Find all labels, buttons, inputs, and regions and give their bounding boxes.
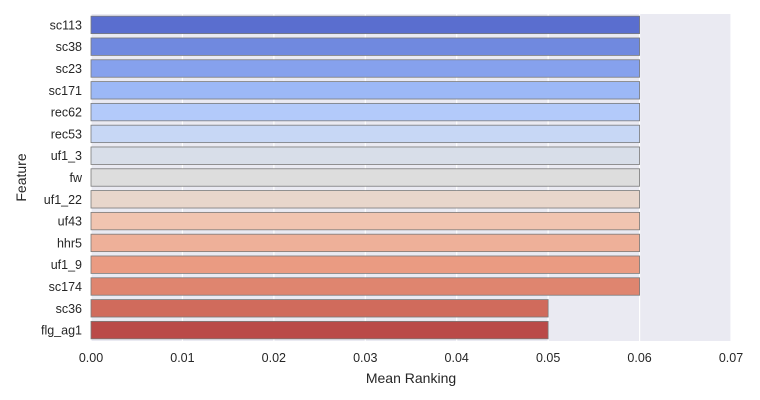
bar-sc171 [90, 81, 640, 100]
bar-fw [90, 168, 640, 187]
bar-sc113 [90, 15, 640, 35]
y-tick-label: hhr5 [57, 236, 82, 250]
bar-uf1_3 [90, 146, 640, 165]
y-tick-label: sc38 [56, 40, 82, 54]
y-tick-label: rec62 [51, 106, 82, 120]
bar-sc36 [90, 299, 549, 318]
y-tick-label: uf1_22 [44, 193, 82, 207]
bars [90, 15, 640, 340]
bar-sc174 [90, 277, 640, 296]
x-tick-label: 0.01 [170, 351, 194, 365]
y-tick-label: uf43 [58, 215, 82, 229]
bar-rec53 [90, 124, 640, 144]
x-tick-label: 0.00 [79, 351, 103, 365]
x-axis-label: Mean Ranking [366, 370, 456, 386]
y-tick-label: uf1_3 [51, 149, 82, 163]
y-tick-label: sc23 [56, 62, 82, 76]
x-tick-labels: 0.00 0.01 0.02 0.03 0.04 0.05 0.06 0.07 [79, 351, 743, 365]
y-tick-label: flg_ag1 [41, 324, 82, 338]
y-tick-label: sc174 [49, 280, 82, 294]
bar-uf43 [90, 211, 640, 231]
y-tick-label: fw [70, 171, 83, 185]
y-tick-label: uf1_9 [51, 258, 82, 272]
bar-flg_ag1 [90, 320, 549, 340]
y-tick-label: rec53 [51, 127, 82, 141]
y-axis-label: Feature [13, 153, 29, 201]
x-tick-label: 0.04 [445, 351, 469, 365]
x-tick-label: 0.03 [353, 351, 377, 365]
bar-rec62 [90, 102, 640, 122]
y-tick-label: sc36 [56, 302, 82, 316]
bar-hhr5 [90, 233, 640, 253]
x-tick-label: 0.06 [627, 351, 651, 365]
bar-uf1_9 [90, 255, 640, 274]
y-tick-label: sc113 [50, 18, 82, 32]
bar-sc38 [90, 37, 640, 56]
x-tick-label: 0.02 [262, 351, 286, 365]
x-tick-label: 0.07 [719, 351, 743, 365]
y-tick-labels: sc113 sc38 sc23 sc171 rec62 rec53 uf1_3fw uf1_2… [41, 18, 83, 337]
bar-sc23 [90, 59, 640, 78]
y-tick-label: sc171 [49, 84, 82, 98]
x-tick-label: 0.05 [536, 351, 560, 365]
bar-uf1_22 [90, 190, 640, 209]
